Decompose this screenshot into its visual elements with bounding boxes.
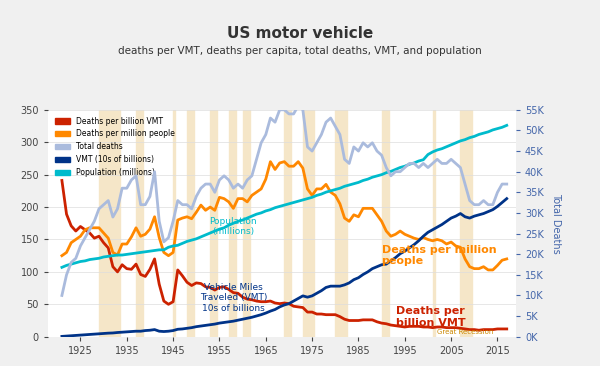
Text: Deaths per
billion VMT: Deaths per billion VMT [395, 306, 465, 328]
Text: US motor vehicle: US motor vehicle [227, 26, 373, 41]
Bar [335, 110, 347, 337]
Bar [433, 110, 435, 337]
Bar [99, 110, 120, 337]
Bar [382, 110, 389, 337]
Bar [303, 110, 314, 337]
Text: Population
(millions): Population (millions) [209, 217, 257, 236]
Bar [187, 110, 194, 337]
Y-axis label: Total Deaths: Total Deaths [551, 193, 560, 254]
Legend: Deaths per billion VMT, Deaths per million people, Total deaths, VMT (10s of bil: Deaths per billion VMT, Deaths per milli… [52, 113, 178, 180]
Bar [173, 110, 175, 337]
Bar [229, 110, 236, 337]
Bar [210, 110, 217, 337]
Bar [460, 110, 472, 337]
Bar [136, 110, 143, 337]
Text: Deaths per million
people: Deaths per million people [382, 245, 496, 266]
Text: Great Recession: Great Recession [437, 329, 493, 335]
Bar [242, 110, 250, 337]
Bar [284, 110, 291, 337]
Text: deaths per VMT, deaths per capita, total deaths, VMT, and population: deaths per VMT, deaths per capita, total… [118, 46, 482, 56]
Text: Vehicle Miles
Traveled (VMT)
10s of billions: Vehicle Miles Traveled (VMT) 10s of bill… [200, 283, 267, 313]
